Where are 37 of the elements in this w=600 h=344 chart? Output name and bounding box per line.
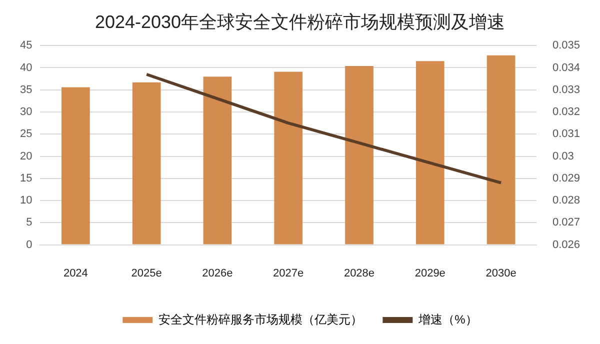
y2-tick-label: 0.032	[552, 106, 580, 118]
bar	[416, 61, 444, 244]
x-tick-label: 2030e	[486, 267, 516, 280]
chart-title: 2024-2030年全球安全文件粉碎市场规模预测及增速	[94, 12, 506, 32]
x-tick-label: 2025e	[131, 267, 162, 280]
y2-tick-label: 0.029	[552, 172, 580, 184]
y-tick-label: 20	[20, 150, 32, 162]
bar	[274, 72, 303, 244]
y-tick-label: 40	[20, 62, 32, 74]
x-tick-label: 2024	[63, 267, 88, 280]
y-tick-label: 45	[20, 40, 32, 52]
y2-tick-label: 0.033	[552, 84, 580, 96]
y2-tick-label: 0.03	[552, 150, 574, 162]
legend-label: 安全文件粉碎服务市场规模（亿美元）	[158, 312, 363, 326]
y-tick-label: 15	[20, 172, 32, 184]
x-tick-label: 2026e	[202, 267, 233, 280]
y-tick-label: 5	[26, 216, 32, 229]
y2-tick-label: 0.026	[552, 238, 580, 251]
y2-tick-label: 0.028	[552, 194, 580, 207]
bar	[345, 66, 374, 244]
y-tick-label: 30	[20, 106, 32, 118]
y2-tick-label: 0.035	[552, 40, 580, 52]
y2-tick-label: 0.034	[552, 62, 580, 74]
bar	[486, 55, 516, 244]
y-tick-label: 35	[20, 84, 32, 96]
y2-tick-label: 0.031	[552, 128, 580, 140]
x-tick-label: 2028e	[344, 267, 375, 280]
legend-label: 增速（%）	[418, 312, 478, 326]
bar	[203, 76, 232, 244]
y-tick-label: 25	[20, 128, 32, 140]
x-tick-label: 2029e	[414, 267, 446, 280]
y2-tick-label: 0.027	[552, 216, 580, 229]
y-tick-label: 0	[26, 238, 32, 251]
bar	[132, 82, 161, 244]
x-tick-label: 2027e	[273, 267, 304, 280]
bar	[62, 87, 90, 244]
y-tick-label: 10	[20, 194, 32, 207]
